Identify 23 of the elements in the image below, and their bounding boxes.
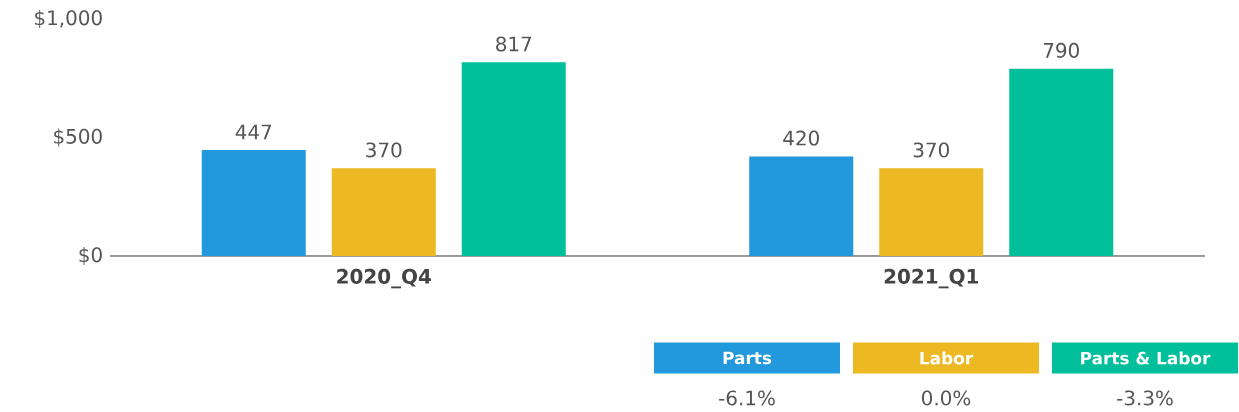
text: -6.1%: [719, 390, 775, 406]
y-tick-label: $500: [54, 128, 102, 147]
bar: [331, 168, 436, 256]
text: 0.0%: [922, 390, 971, 406]
y-tick-label: $0: [79, 246, 102, 265]
data-label: 370: [366, 142, 402, 158]
bar: [749, 156, 854, 256]
text: Labor: [920, 351, 974, 365]
x-tick-label: 2021_Q1: [884, 268, 978, 289]
bar: [879, 168, 984, 256]
text: Parts & Labor: [1081, 351, 1211, 365]
bar: [201, 149, 306, 256]
data-label: 420: [783, 130, 819, 146]
data-label: 447: [235, 124, 272, 140]
text: Parts: [723, 351, 772, 365]
x-tick-label: 2020_Q4: [337, 268, 431, 289]
y-tick-label: $1,000: [35, 9, 102, 28]
bar: [1009, 68, 1114, 256]
bar: [461, 62, 566, 256]
data-label: 790: [1043, 42, 1079, 58]
data-label: 370: [913, 142, 949, 158]
data-label: 817: [496, 36, 532, 52]
text: -3.3%: [1117, 390, 1173, 406]
